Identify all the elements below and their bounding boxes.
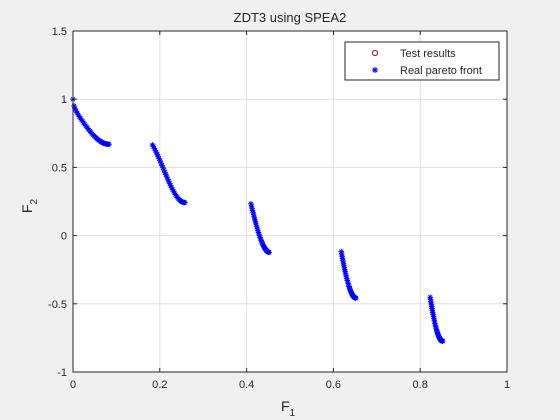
legend-marker-test-results: [371, 49, 379, 57]
x-tick-label: 0.8: [413, 379, 428, 391]
x-tick-label: 0.6: [326, 379, 341, 391]
pareto-point: [266, 249, 272, 256]
y-tick-label: 1.5: [52, 26, 67, 38]
x-axis-label-main: F: [281, 398, 290, 414]
x-tick-label: 0.4: [239, 379, 254, 391]
pareto-point: [353, 295, 359, 301]
legend-label-test-results: Test results: [400, 48, 456, 60]
y-axis-label-sub: 2: [29, 199, 40, 205]
plot-frame: [72, 30, 508, 373]
y-tick-label: 0.5: [52, 162, 67, 174]
y-tick-label: 0: [61, 231, 67, 243]
x-tick-label: 0: [70, 379, 76, 391]
data-points: [70, 96, 446, 344]
x-tick-label: 1: [504, 379, 510, 391]
ticks: 0 0.2 0.4 0.6 0.8 1 -1 -0.5 0 0.5 1 1.5: [48, 26, 510, 391]
y-axis-label-main: F: [19, 205, 35, 214]
pareto-point: [106, 141, 112, 148]
y-tick-label: -1: [57, 367, 67, 379]
chart-title: ZDT3 using SPEA2: [234, 10, 347, 25]
pareto-point: [439, 338, 446, 344]
grid: [72, 30, 508, 373]
legend: Test results Real pareto front: [344, 41, 500, 81]
legend-marker-real-pareto-front: [372, 67, 378, 73]
pareto-point: [182, 199, 188, 206]
y-tick-label: 1: [61, 94, 67, 106]
plot-area: [73, 31, 507, 372]
y-tick-label: -0.5: [48, 299, 67, 311]
legend-label-real-pareto-front: Real pareto front: [400, 65, 482, 77]
x-axis-label: F1: [281, 398, 296, 419]
x-axis-label-sub: 1: [290, 408, 296, 419]
pareto-point: [158, 160, 164, 166]
y-axis-label: F2: [19, 199, 40, 214]
legend-box: [344, 41, 500, 81]
x-tick-label: 0.2: [152, 379, 167, 391]
